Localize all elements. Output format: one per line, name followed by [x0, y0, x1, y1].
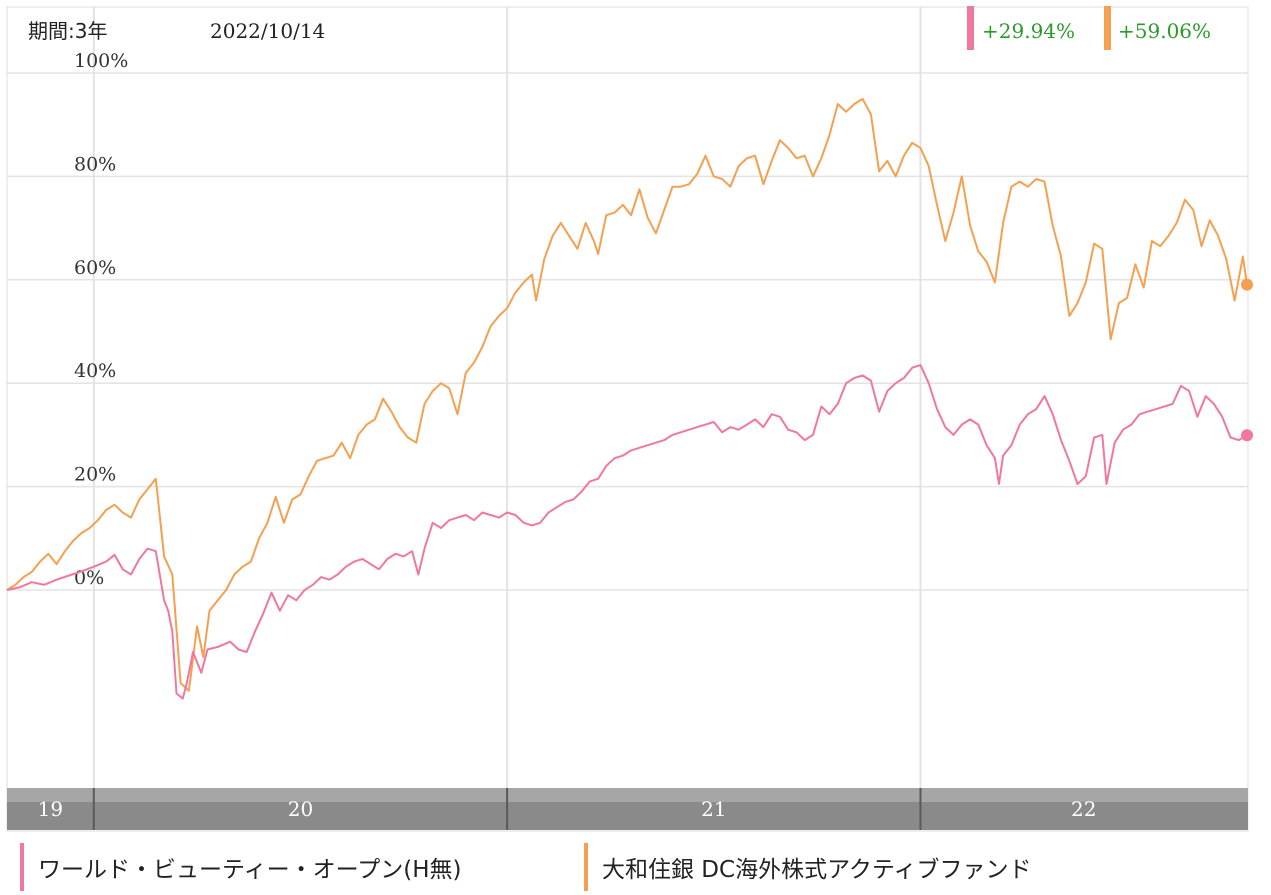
date-label: 2022/10/14	[210, 19, 325, 43]
horizontal-gridlines	[7, 72, 1248, 591]
y-tick-label: 80%	[74, 153, 116, 175]
year-axis-bar: 19 20 21 22	[7, 788, 1248, 830]
legend-label-2: 大和住銀 DC海外株式アクティブファンド	[602, 857, 1032, 883]
y-tick-label: 0%	[74, 567, 104, 589]
series-line-2	[6, 97, 1248, 692]
series-2-end-value: +59.06%	[1118, 19, 1211, 43]
y-tick-label: 100%	[74, 50, 128, 72]
year-label-22: 22	[1071, 797, 1096, 821]
period-label: 期間:3年	[28, 19, 107, 43]
series-1-end-swatch	[967, 6, 974, 50]
series-end-marker-2	[1241, 278, 1253, 291]
year-bar-highlight	[7, 788, 1248, 802]
y-tick-label: 20%	[74, 464, 116, 486]
legend-label-1: ワールド・ビューティー・オープン(H無)	[38, 857, 462, 883]
y-tick-label: 60%	[74, 257, 116, 279]
y-tick-label: 40%	[74, 360, 116, 382]
legend-swatch-1	[20, 843, 24, 891]
year-label-19: 19	[38, 797, 63, 821]
vertical-gridlines	[92, 7, 922, 788]
series-2-end-label: +59.06%	[1104, 6, 1211, 50]
series-1-end-label: +29.94%	[967, 6, 1075, 50]
series-1-end-value: +29.94%	[982, 19, 1075, 43]
legend-item-2: 大和住銀 DC海外株式アクティブファンド	[584, 843, 1032, 891]
series-2-end-swatch	[1104, 6, 1111, 50]
legend-item-1: ワールド・ビューティー・オープン(H無)	[20, 843, 461, 891]
plot-background	[6, 6, 1249, 832]
series-lines	[6, 97, 1253, 700]
series-end-marker-1	[1241, 429, 1253, 442]
year-label-20: 20	[288, 797, 313, 821]
series-line-1	[6, 364, 1248, 700]
year-label-21: 21	[701, 797, 726, 821]
y-axis-tick-labels: 100% 80% 60% 40% 20% 0%	[74, 50, 128, 589]
legend-swatch-2	[584, 843, 588, 891]
